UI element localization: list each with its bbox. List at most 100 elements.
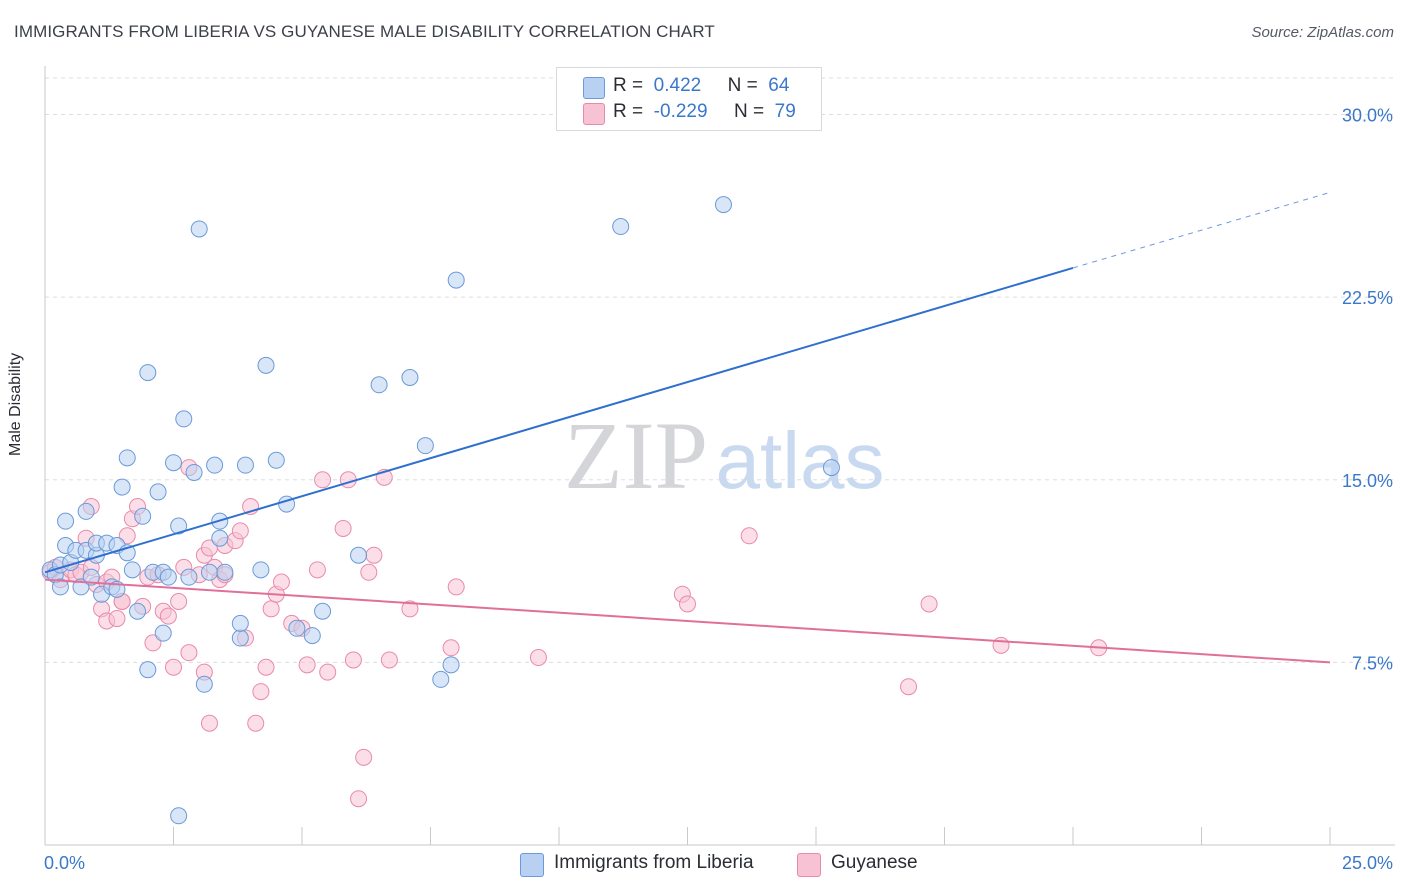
tick-labels: 7.5% 15.0% 22.5% 30.0% 0.0% 25.0% — [44, 106, 1393, 873]
point-guyanese — [257, 658, 275, 676]
point-guyanese — [350, 790, 368, 808]
y-tick-label: 15.0% — [1342, 471, 1393, 491]
point-liberia — [714, 196, 732, 214]
point-guyanese — [920, 595, 938, 613]
point-liberia — [370, 376, 388, 394]
point-liberia — [211, 529, 229, 547]
point-liberia — [401, 368, 419, 386]
point-guyanese — [992, 636, 1010, 654]
legend-r-value: 0.422 — [653, 75, 702, 96]
bottom-legend-swatch-guyanese — [797, 853, 821, 877]
legend-n-label: N = — [727, 75, 758, 96]
grid-lines — [45, 77, 1395, 663]
point-guyanese — [247, 714, 265, 732]
point-liberia — [57, 512, 75, 530]
point-liberia — [350, 546, 368, 564]
correlation-legend: R = 0.422 N = 64 R = -0.229 N = 79 — [556, 67, 822, 131]
point-guyanese — [308, 561, 326, 579]
point-guyanese — [252, 683, 270, 701]
y-tick-label: 30.0% — [1342, 106, 1393, 126]
y-axis-label: Male Disability — [7, 352, 24, 456]
point-guyanese — [679, 595, 696, 613]
point-liberia — [185, 463, 203, 481]
point-guyanese — [355, 748, 373, 766]
legend-swatch-liberia — [583, 77, 605, 99]
watermark-zip: ZIP — [564, 402, 708, 509]
bottom-legend-swatch-liberia — [520, 853, 544, 877]
point-guyanese — [144, 634, 162, 652]
point-liberia — [195, 675, 213, 693]
axes — [44, 66, 1395, 846]
point-guyanese — [900, 678, 918, 696]
point-guyanese — [200, 714, 218, 732]
point-guyanese — [118, 527, 136, 545]
point-guyanese — [344, 651, 362, 669]
point-liberia — [129, 602, 147, 620]
point-liberia — [139, 661, 157, 679]
point-liberia — [236, 456, 254, 474]
watermark: ZIP atlas — [564, 402, 884, 509]
point-liberia — [175, 410, 193, 428]
point-liberia — [200, 563, 218, 581]
y-tick-label: 7.5% — [1352, 653, 1393, 673]
watermark-atlas: atlas — [716, 416, 885, 505]
point-liberia — [170, 517, 188, 535]
x-tick-label: 0.0% — [44, 853, 85, 873]
point-liberia — [113, 478, 131, 496]
point-liberia — [180, 568, 198, 586]
point-guyanese — [314, 471, 332, 489]
trend-line-liberia — [44, 266, 1074, 574]
point-liberia — [149, 483, 167, 501]
point-guyanese — [365, 546, 383, 564]
point-liberia — [314, 602, 332, 620]
point-guyanese — [529, 649, 547, 667]
chart-title: IMMIGRANTS FROM LIBERIA VS GUYANESE MALE… — [14, 22, 715, 41]
point-liberia — [216, 563, 234, 581]
point-guyanese — [180, 644, 198, 662]
series-liberia-points — [41, 196, 840, 825]
point-guyanese — [272, 573, 290, 591]
point-guyanese — [401, 600, 419, 618]
legend-r-label: R = — [613, 101, 644, 122]
point-guyanese — [442, 639, 460, 657]
legend-n-value: 64 — [768, 75, 790, 96]
point-guyanese — [231, 522, 249, 540]
x-tick-label: 25.0% — [1342, 853, 1393, 873]
point-liberia — [139, 364, 157, 382]
point-liberia — [432, 670, 450, 688]
point-guyanese — [380, 651, 398, 669]
point-guyanese — [740, 527, 758, 545]
point-guyanese — [165, 658, 182, 676]
trend-lines — [44, 191, 1331, 664]
point-guyanese — [159, 607, 177, 625]
point-liberia — [303, 627, 321, 645]
point-liberia — [134, 507, 152, 525]
point-liberia — [257, 356, 275, 374]
point-liberia — [82, 568, 100, 586]
legend-swatch-guyanese — [583, 103, 605, 125]
legend-r-label: R = — [613, 75, 644, 96]
point-liberia — [206, 456, 224, 474]
point-liberia — [118, 449, 136, 467]
legend-n-label: N = — [733, 101, 765, 122]
point-liberia — [442, 656, 460, 674]
point-liberia — [51, 578, 69, 596]
point-liberia — [447, 271, 465, 289]
point-guyanese — [447, 578, 465, 596]
point-liberia — [822, 459, 840, 477]
point-liberia — [170, 807, 188, 825]
point-liberia — [231, 629, 249, 647]
point-guyanese — [298, 656, 316, 674]
point-liberia — [416, 437, 434, 455]
source-label: Source: ZipAtlas.com — [1251, 24, 1394, 41]
legend-n-value: 79 — [774, 101, 796, 122]
point-liberia — [190, 220, 208, 238]
y-tick-label: 22.5% — [1342, 288, 1393, 308]
point-guyanese — [108, 610, 126, 628]
point-liberia — [288, 619, 306, 637]
point-liberia — [154, 624, 172, 642]
series-guyanese-points — [41, 459, 1108, 808]
trend-line-guyanese — [44, 578, 1331, 664]
point-guyanese — [360, 563, 378, 581]
